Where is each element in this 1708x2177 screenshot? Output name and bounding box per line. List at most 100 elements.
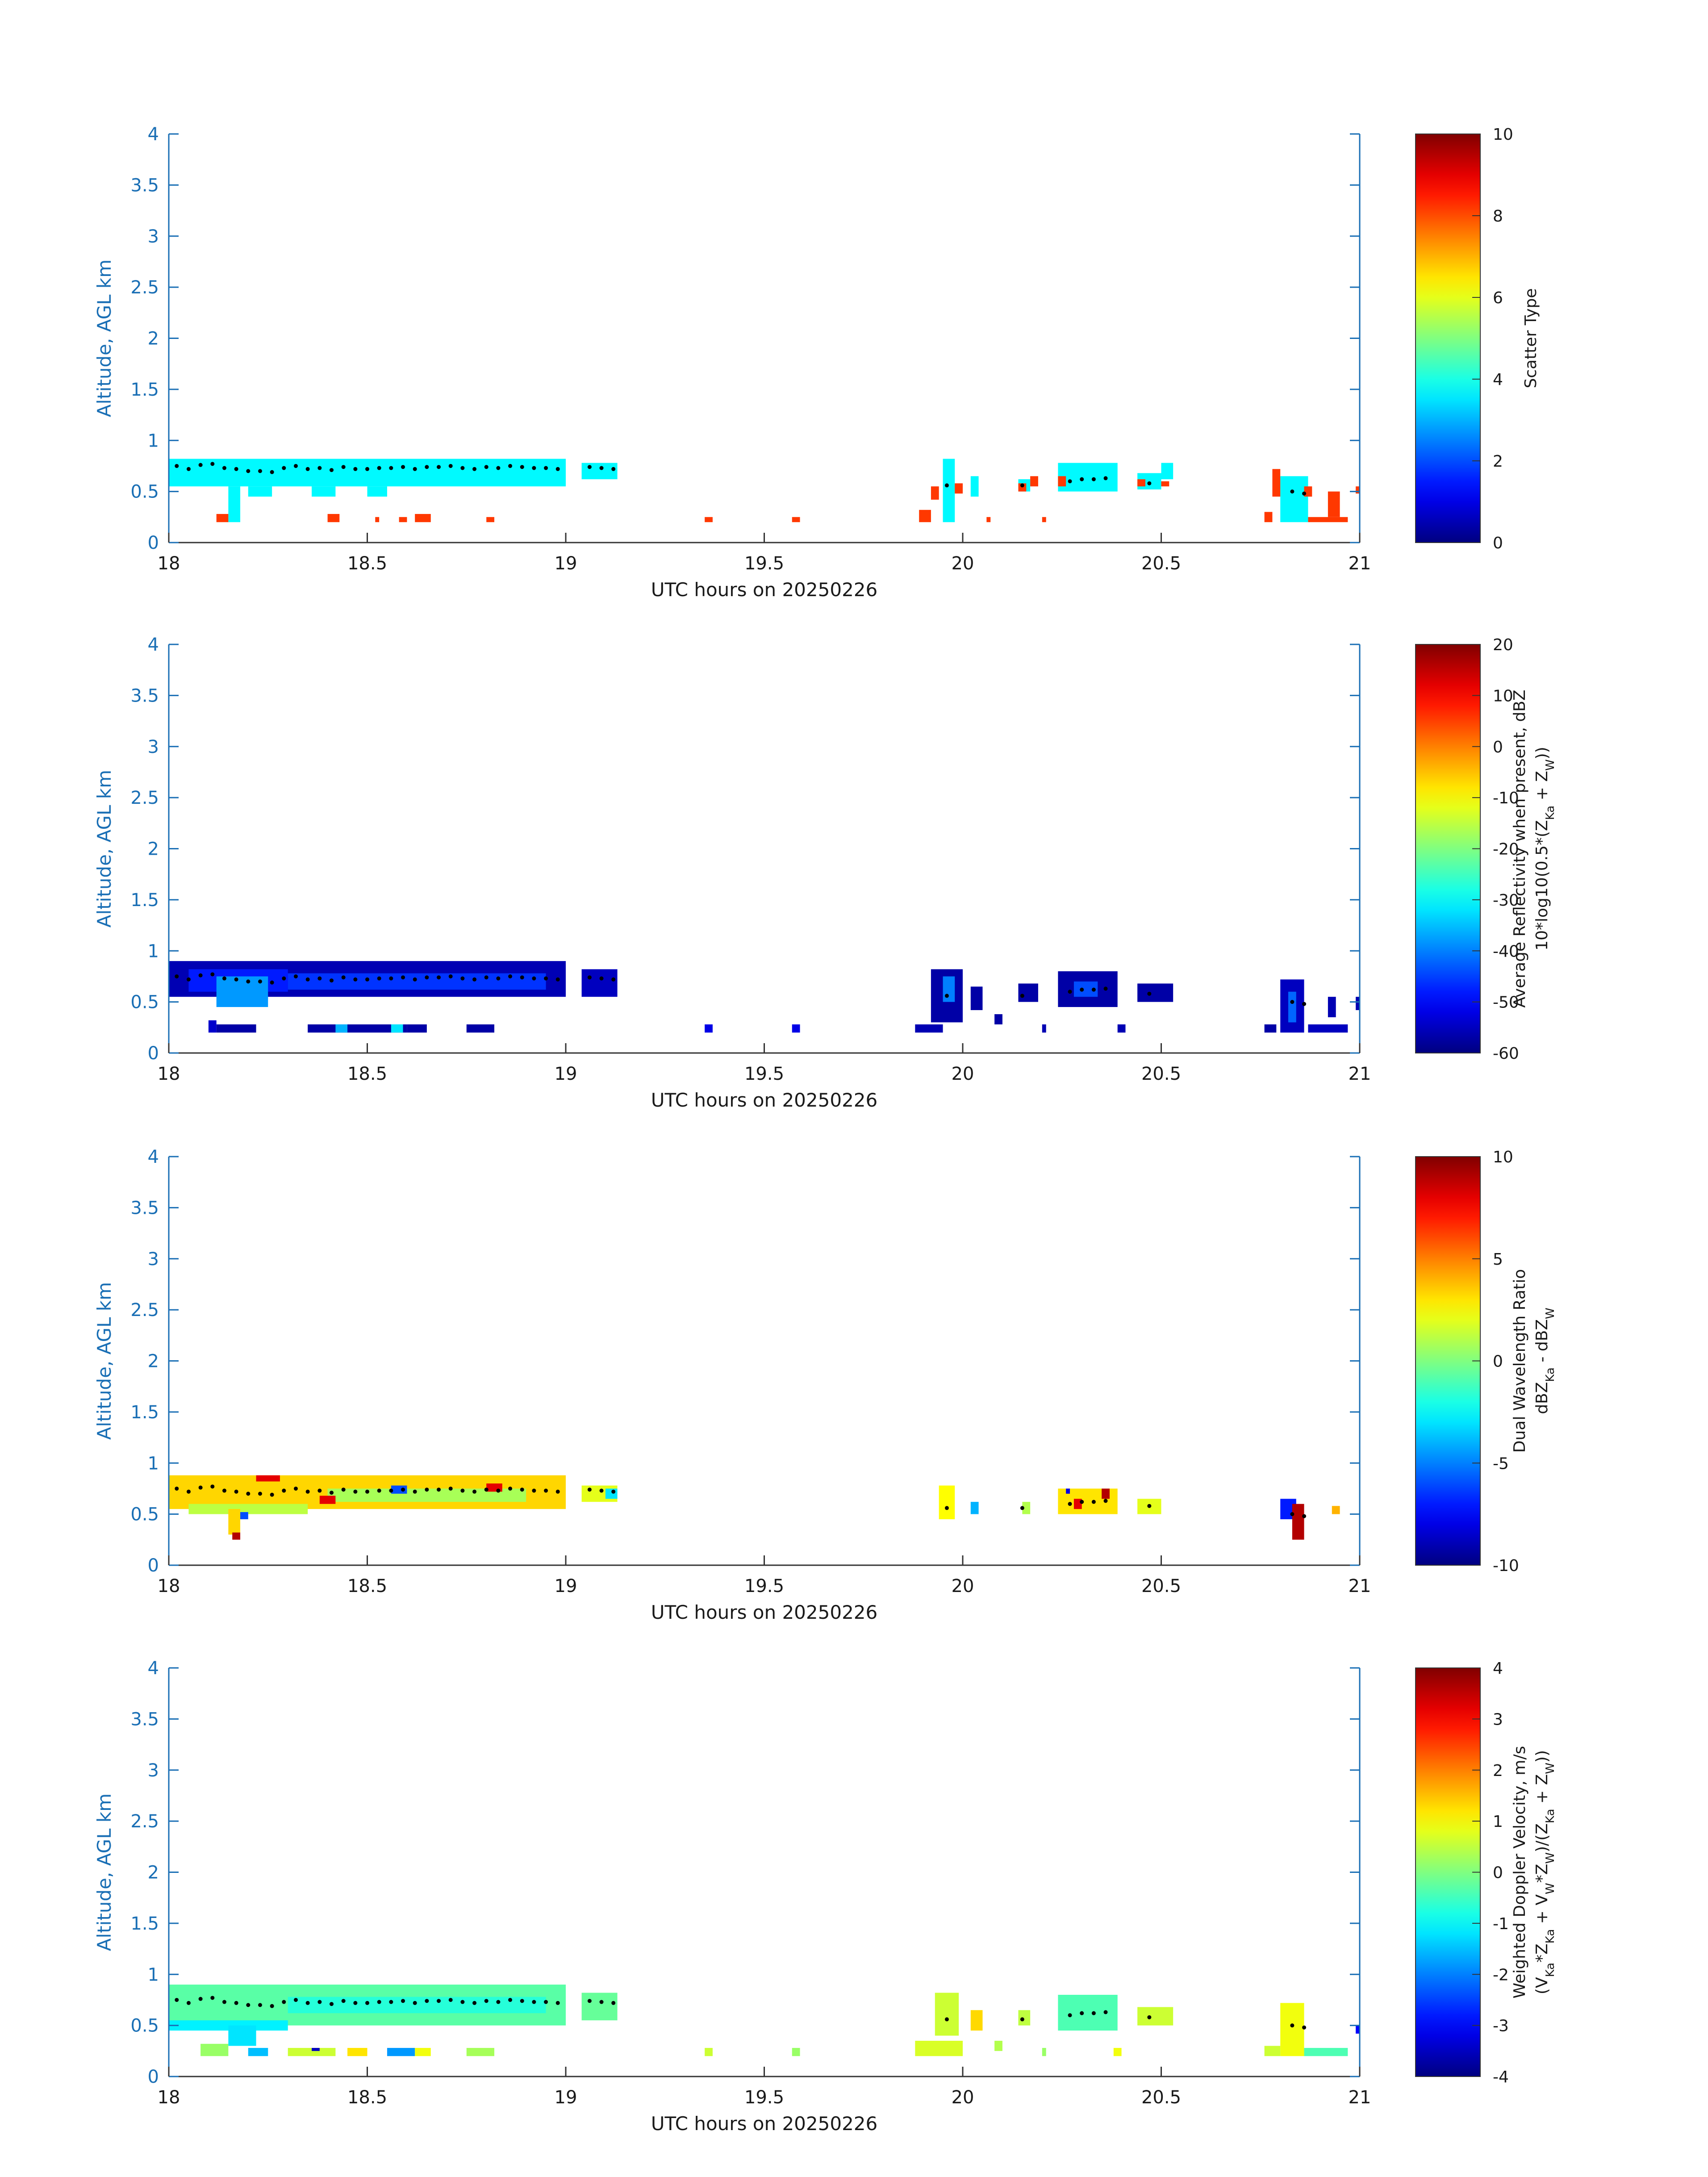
dot-markers (175, 972, 1307, 1006)
heatmap-cell (228, 1509, 241, 1535)
heatmap-cell (1328, 997, 1336, 1017)
colorbar-label: Weighted Doppler Velocity, m/s (1511, 1746, 1529, 1999)
marker-dot (1080, 1500, 1084, 1504)
y-tick-label: 3.5 (130, 1198, 159, 1218)
marker-dot (1302, 1002, 1307, 1006)
heatmap-cell (228, 2025, 256, 2046)
marker-dot (198, 1485, 203, 1490)
colorbar-tick-label: -10 (1493, 1557, 1519, 1575)
marker-dot (353, 1489, 358, 1494)
heatmap-cell (1356, 997, 1360, 1010)
colorbar-tick-label: 10 (1493, 1148, 1513, 1166)
marker-dot (1290, 489, 1295, 494)
y-tick-label: 4 (148, 124, 159, 145)
marker-dot (282, 466, 286, 470)
marker-dot (210, 1484, 215, 1489)
marker-dot (186, 2001, 191, 2005)
marker-dot (544, 976, 548, 981)
marker-dot (341, 1999, 346, 2003)
marker-dot (472, 2001, 477, 2005)
marker-dot (1147, 481, 1152, 485)
colorbar-tick-label: 0 (1493, 738, 1503, 756)
marker-dot (587, 975, 592, 980)
heatmap-cell (1280, 476, 1308, 522)
marker-dot (508, 1997, 513, 2002)
heatmap-cells (169, 459, 1360, 522)
heatmap-cell (970, 1502, 979, 1514)
y-tick-label: 0.5 (130, 1504, 159, 1525)
colorbar-tick-label: -4 (1493, 2068, 1509, 2086)
marker-dot (472, 1489, 477, 1494)
colorbar-tick-label: 6 (1493, 289, 1503, 307)
y-axis-label: Altitude, AGL km (93, 1282, 115, 1440)
marker-dot (329, 1491, 334, 1495)
marker-dot (437, 465, 441, 469)
marker-dot (544, 2000, 548, 2004)
marker-dot (944, 483, 949, 488)
marker-dot (944, 994, 949, 998)
heatmap-cell (931, 486, 939, 500)
marker-dot (282, 976, 286, 981)
marker-dot (611, 1489, 616, 1494)
marker-dot (437, 1999, 441, 2003)
x-tick-label: 19 (555, 1576, 577, 1596)
colorbar: -60 -50 -40 -30 -20 -10 0 10 20 Average Reflectiv… (1415, 636, 1557, 1063)
x-tick-label: 19.5 (744, 1576, 784, 1596)
marker-dot (270, 2004, 274, 2008)
marker-dot (401, 1488, 405, 1492)
marker-dot (1020, 1506, 1024, 1510)
x-tick-label: 19 (555, 2087, 577, 2108)
x-tick-label: 19.5 (744, 553, 784, 574)
marker-dot (401, 975, 405, 980)
marker-dot (1091, 477, 1096, 481)
heatmap-cell (705, 517, 713, 522)
marker-dot (1290, 2023, 1295, 2028)
heatmap-cell (1058, 476, 1066, 487)
colorbar-gradient (1415, 644, 1481, 1053)
marker-dot (317, 976, 322, 981)
marker-dot (377, 466, 381, 470)
colorbar-gradient (1415, 1156, 1481, 1566)
heatmap-cell (1161, 481, 1169, 487)
heatmap-cell (1030, 476, 1038, 487)
marker-dot (437, 1488, 441, 1492)
marker-dot (329, 978, 334, 983)
marker-dot (544, 466, 548, 470)
marker-dot (293, 1486, 298, 1491)
y-tick-label: 0.5 (130, 992, 159, 1013)
heatmap-cell (1137, 479, 1145, 487)
marker-dot (520, 1488, 524, 1492)
marker-dot (413, 2001, 417, 2005)
marker-dot (258, 979, 262, 984)
heatmap-cell (1288, 991, 1296, 1023)
marker-dot (401, 1999, 405, 2003)
x-tick-label: 20 (952, 1576, 974, 1596)
colorbar-tick-label: 0 (1493, 1864, 1503, 1882)
heatmap-cells (169, 1985, 1360, 2056)
marker-dot (599, 976, 604, 981)
y-tick-label: 1 (148, 941, 159, 961)
marker-dot (555, 977, 560, 982)
heatmap-cell (407, 1024, 427, 1033)
heatmap-cell (1332, 1506, 1340, 1514)
y-tick-label: 0 (148, 1043, 159, 1064)
marker-dot (599, 2000, 604, 2004)
x-tick-label: 18.5 (347, 553, 387, 574)
marker-dot (222, 466, 226, 470)
heatmap-cell (1058, 1995, 1118, 2031)
x-tick-label: 20 (952, 1064, 974, 1084)
heatmap-cell (1042, 517, 1046, 522)
marker-dot (496, 466, 501, 470)
x-tick-label: 20.5 (1141, 1576, 1181, 1596)
heatmap-cell (943, 459, 955, 522)
marker-dot (555, 2001, 560, 2005)
marker-dot (532, 2000, 536, 2004)
heatmap-cell (256, 1475, 280, 1482)
y-tick-label: 2.5 (130, 277, 159, 298)
heatmap-cell (228, 486, 241, 522)
marker-dot (599, 1488, 604, 1493)
colorbar-tick-label: 2 (1493, 452, 1503, 471)
colorbar-tick-label: 0 (1493, 1353, 1503, 1371)
